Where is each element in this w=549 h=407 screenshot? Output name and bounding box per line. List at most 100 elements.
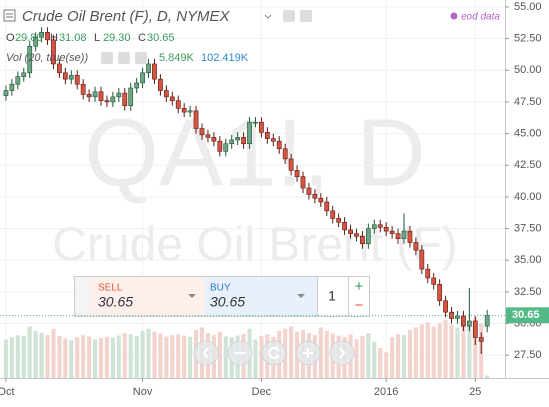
sell-button[interactable] <box>90 277 205 316</box>
candle-body <box>175 100 181 109</box>
volume-bar <box>449 324 454 378</box>
y-tick-label: 52.50 <box>514 33 542 45</box>
ohlc-value: 31.08 <box>59 32 87 44</box>
volume-bar <box>378 348 383 378</box>
ohlc-key: O <box>6 32 15 44</box>
volume-bar <box>63 338 68 378</box>
candle-body <box>68 75 74 80</box>
overlay: 30.65 <box>0 307 549 324</box>
candle-body <box>466 320 472 327</box>
quantity[interactable]: 1 <box>328 288 336 304</box>
candle-body <box>57 63 62 74</box>
dropdown-icon[interactable] <box>297 294 305 298</box>
volume-bar <box>419 324 424 378</box>
axes: 27.5030.0032.5035.0037.5040.0042.5045.00… <box>0 0 549 398</box>
volume-bar <box>170 335 175 378</box>
study-button[interactable] <box>118 52 130 64</box>
volume-bar <box>485 375 490 378</box>
volume-bar <box>152 331 157 378</box>
candle-body <box>288 158 294 171</box>
candle-body <box>282 148 288 160</box>
candle-body <box>413 242 419 251</box>
volume-bar <box>176 334 181 378</box>
scroll-right-button[interactable] <box>329 340 355 366</box>
y-tick-label: 40.00 <box>514 191 542 203</box>
navigation <box>193 340 355 366</box>
candle-body <box>318 197 324 203</box>
volume-bar <box>33 330 38 378</box>
candle-body <box>395 233 401 240</box>
candle-body <box>437 283 443 302</box>
dropdown-icon[interactable] <box>188 294 196 298</box>
volume-bar <box>27 326 32 378</box>
candle-body <box>484 315 490 327</box>
close-button[interactable] <box>300 10 312 22</box>
candle-body <box>128 87 134 107</box>
panel-handle[interactable] <box>75 277 90 316</box>
ohlc-key: H <box>50 32 58 44</box>
plus-button[interactable]: + <box>355 278 364 295</box>
volume-bar <box>461 325 466 378</box>
candle-body <box>223 143 229 152</box>
candle-body <box>407 230 413 243</box>
y-tick-label: 50.00 <box>514 64 542 76</box>
candle-body <box>306 187 312 195</box>
volume-bar <box>318 327 323 378</box>
buy-button[interactable] <box>205 277 317 316</box>
volume-ma: 102.419K <box>201 52 249 64</box>
volume-bar <box>39 333 44 378</box>
symbol-title: Crude Oil Brent (F), D, NYMEX <box>22 8 231 25</box>
volume-bar <box>455 327 460 378</box>
candle-body <box>300 176 306 189</box>
candle-body <box>229 139 235 145</box>
volume-bar <box>437 323 442 378</box>
icon <box>268 347 280 359</box>
candle-body <box>354 233 359 237</box>
volume-study-label: Vol (20, true(se)) <box>6 52 88 64</box>
ohlc-value: 29.80 <box>15 32 43 44</box>
candle-body <box>134 82 140 89</box>
scroll-left-button[interactable] <box>193 340 219 366</box>
minus-button[interactable]: − <box>355 297 364 314</box>
volume-bar <box>182 335 187 378</box>
study-button[interactable] <box>101 52 113 64</box>
y-tick-label: 35.00 <box>514 254 542 266</box>
navigation-icons <box>202 347 346 359</box>
candle-body <box>205 134 211 138</box>
candle-body <box>253 121 258 124</box>
volume-bar <box>51 328 56 378</box>
study-button[interactable] <box>135 52 147 64</box>
reset-button[interactable] <box>261 340 287 366</box>
y-tick-label: 55.00 <box>514 1 542 13</box>
candle-body <box>9 83 15 91</box>
candle-body <box>187 110 193 113</box>
volume-bar <box>69 340 74 378</box>
ohlc-value: 30.65 <box>147 32 175 44</box>
volume-bar <box>289 326 294 378</box>
candle-body <box>443 300 448 313</box>
volume-bar <box>158 333 163 378</box>
volume-bar <box>217 331 222 378</box>
candle-body <box>92 91 98 98</box>
candle-body <box>80 83 86 95</box>
candle-body <box>389 230 395 234</box>
volume-bar <box>366 333 371 378</box>
volume-bar <box>413 327 418 378</box>
collapse-button[interactable] <box>3 9 16 22</box>
volume-bar <box>110 337 115 378</box>
settings-button[interactable] <box>283 10 295 22</box>
dropdown-icon[interactable] <box>264 14 272 19</box>
ohlc-key: L <box>94 32 100 44</box>
volume-bar <box>134 336 139 378</box>
buy-price: 30.65 <box>210 294 245 310</box>
candle-body <box>104 100 110 103</box>
candle-body <box>181 107 187 113</box>
ohlc-key: C <box>138 32 146 44</box>
watermark-symbol: QA1!, D <box>84 99 425 206</box>
volume-last: 5.849K <box>159 52 195 64</box>
candle-body <box>146 63 151 74</box>
eod-dot <box>450 12 458 20</box>
candle-body <box>199 128 205 136</box>
candle-body <box>425 268 431 279</box>
x-tick-label: Nov <box>133 386 153 398</box>
